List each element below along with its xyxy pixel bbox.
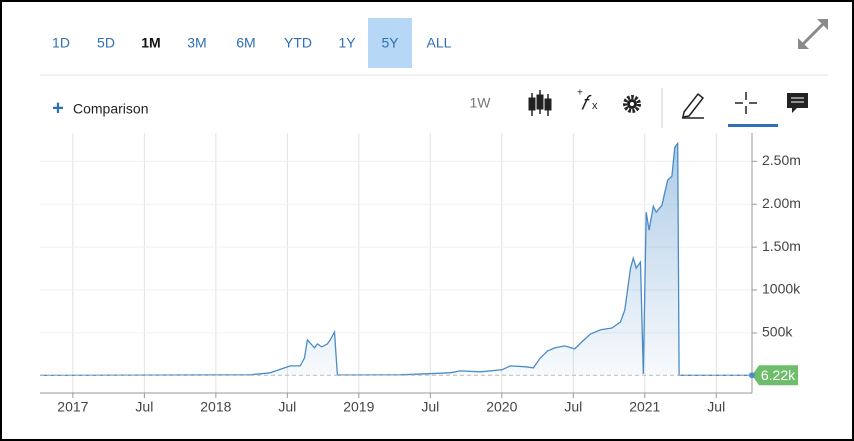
y-tick-label: 1.50m (762, 238, 801, 254)
range-button[interactable]: 3M (187, 35, 206, 51)
range-button[interactable]: 1M (141, 35, 160, 51)
x-tick-label: Jul (421, 399, 439, 415)
interval-button[interactable]: 1W (470, 95, 492, 111)
comparison-button[interactable]: Comparison (73, 101, 148, 117)
area-fill (40, 143, 750, 376)
y-tick-label: 1000k (762, 281, 801, 297)
x-tick-label: Jul (135, 399, 153, 415)
function-icon-x: x (592, 100, 598, 112)
candlestick-icon[interactable] (528, 90, 552, 116)
x-tick-label: 2020 (486, 399, 517, 415)
x-tick-label: Jul (707, 399, 725, 415)
current-value-tag (752, 365, 798, 386)
expand-icon[interactable] (798, 19, 828, 49)
x-tick-label: 2017 (57, 399, 88, 415)
range-button[interactable]: 1Y (338, 35, 356, 51)
active-tool-indicator (728, 124, 778, 127)
current-value-label: 6.22k (761, 367, 796, 383)
current-value-dot (749, 372, 755, 379)
price-line (39, 141, 750, 377)
crosshair-icon[interactable] (735, 92, 757, 114)
x-tick-label: Jul (278, 399, 296, 415)
function-icon[interactable]: 𝑓 (581, 92, 592, 114)
function-icon-plus: + (577, 88, 583, 99)
x-tick-label: 2019 (343, 399, 374, 415)
range-highlight (368, 18, 412, 68)
y-tick-label: 2.00m (762, 195, 801, 211)
draw-icon[interactable] (682, 92, 705, 119)
x-tick-label: 2018 (200, 399, 231, 415)
range-button[interactable]: YTD (284, 35, 312, 51)
settings-icon[interactable] (623, 95, 641, 113)
x-tick-label: 2021 (629, 399, 660, 415)
range-button[interactable]: 5Y (381, 35, 399, 51)
range-button[interactable]: 5D (97, 35, 115, 51)
y-tick-label: 500k (762, 324, 793, 340)
plus-icon[interactable]: + (52, 97, 64, 119)
range-button[interactable]: 6M (236, 35, 255, 51)
y-tick-label: 2.50m (762, 152, 801, 168)
range-button[interactable]: ALL (427, 35, 452, 51)
x-tick-label: Jul (564, 399, 582, 415)
range-button[interactable]: 1D (52, 35, 70, 51)
comment-icon[interactable] (787, 93, 808, 113)
